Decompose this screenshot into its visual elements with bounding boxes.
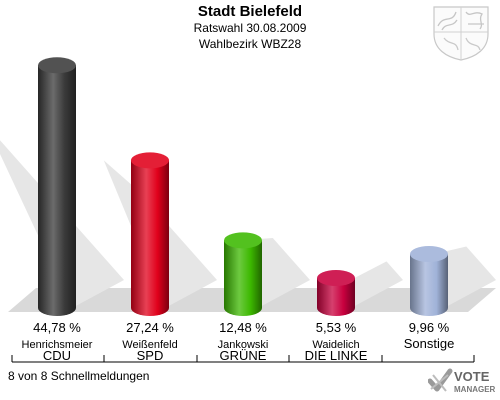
candidate-label: Waidelich [312,339,359,351]
logo-word-vote: VOTE [454,369,490,384]
bar [410,254,448,316]
bar-top [410,246,448,263]
bar-top [317,270,355,287]
value-label: 27,24 % [126,320,174,335]
value-label: 9,96 % [409,320,450,335]
bar [38,65,76,317]
chart-title: Stadt Bielefeld [197,3,303,20]
votemanager-logo: VOTE MANAGER [428,368,496,394]
nrw-crest-icon [433,6,489,61]
logo-word-manager: MANAGER [454,385,496,394]
category-label: CDU [43,348,71,363]
chart-subtitle-election: Ratswahl 30.08.2009 [193,21,307,35]
value-label: 5,53 % [316,320,357,335]
category-label: SPD [137,348,164,363]
bar-shadow [434,246,496,308]
chart-subtitle-district: Wahlbezirk WBZ28 [198,37,302,51]
value-label: 12,48 % [219,320,267,335]
category-label: GRÜNE [220,348,267,363]
candidate-label: Henrichsmeier [22,339,93,351]
value-label: 44,78 % [33,320,81,335]
report-status: 8 von 8 Schnellmeldungen [8,369,150,383]
bar [224,240,262,316]
bar-top [38,57,76,74]
candidate-label: Weißenfeld [122,339,177,351]
bar-top [131,152,169,169]
check-mark-icon [428,368,453,392]
bar-shadow [351,261,403,308]
bar [317,278,355,316]
bar-top [224,232,262,249]
candidate-label: Jankowski [218,339,269,351]
bar [131,160,169,316]
category-label: DIE LINKE [305,348,368,363]
category-label: Sonstige [404,336,455,351]
